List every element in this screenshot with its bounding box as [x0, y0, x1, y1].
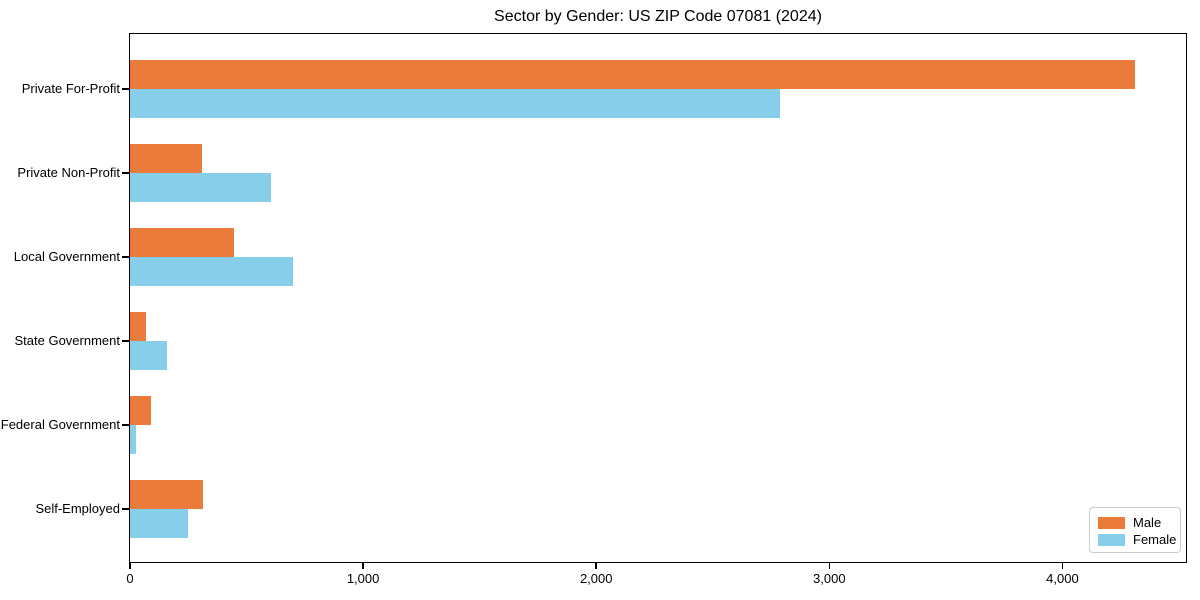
y-tick-label: State Government	[14, 333, 121, 348]
bar-male-self-employed	[130, 480, 203, 509]
x-tick-mark	[828, 562, 831, 569]
bar-female-self-employed	[130, 509, 189, 538]
bar-male-local-government	[130, 228, 234, 257]
x-tick-mark	[362, 562, 364, 569]
legend-item-male: Male	[1098, 515, 1172, 531]
y-tick-mark	[122, 340, 129, 342]
x-tick-mark	[595, 562, 597, 569]
y-tick-label: Self-Employed	[35, 501, 120, 516]
bar-female-private-for-profit	[130, 89, 780, 118]
x-tick-mark	[1061, 562, 1064, 569]
bar-male-state-government	[130, 312, 147, 341]
bar-male-federal-government	[130, 396, 151, 425]
plot-area	[129, 33, 1187, 563]
legend-swatch-male	[1098, 516, 1125, 529]
bar-female-state-government	[130, 341, 168, 370]
legend-label: Female	[1133, 532, 1177, 547]
legend: Male Female	[1089, 507, 1181, 553]
bar-male-private-for-profit	[130, 60, 1135, 89]
y-tick-mark	[122, 172, 129, 174]
x-tick-label: 1,000	[346, 571, 380, 586]
x-tick-label: 3,000	[813, 571, 846, 586]
y-tick-label: Private Non-Profit	[17, 165, 120, 180]
y-tick-label: Local Government	[13, 249, 120, 264]
y-tick-mark	[122, 256, 129, 258]
bar-female-local-government	[130, 257, 293, 286]
bar-female-federal-government	[130, 425, 137, 454]
x-tick-label: 2,000	[579, 571, 613, 586]
x-tick-mark	[129, 562, 131, 569]
x-tick-label: 0	[126, 571, 134, 586]
bar-male-private-non-profit	[130, 144, 203, 173]
plot-inner	[130, 34, 1186, 562]
legend-swatch-female	[1098, 533, 1125, 546]
y-tick-label: Private For-Profit	[21, 81, 120, 96]
y-tick-mark	[122, 424, 129, 426]
legend-label: Male	[1133, 515, 1162, 530]
bar-female-private-non-profit	[130, 173, 271, 202]
y-tick-mark	[122, 508, 129, 510]
legend-item-female: Female	[1098, 532, 1176, 548]
y-tick-mark	[122, 88, 129, 90]
y-tick-label: Federal Government	[0, 417, 120, 432]
chart-title: Sector by Gender: US ZIP Code 07081 (202…	[494, 8, 822, 25]
x-tick-label: 4,000	[1046, 571, 1079, 586]
